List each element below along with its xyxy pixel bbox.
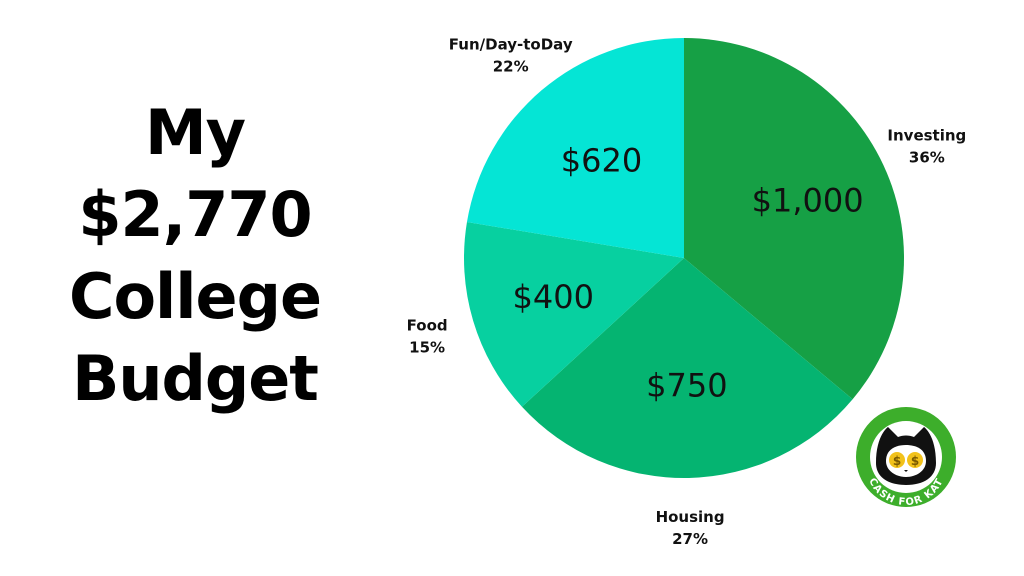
- pie-value-label: $750: [646, 367, 727, 405]
- cat-nose: [904, 470, 908, 472]
- pie-category-percent: 15%: [409, 338, 445, 356]
- coin-eye-right: [907, 452, 923, 468]
- pie-slices: [463, 38, 905, 478]
- title-line-3: College: [68, 260, 322, 333]
- coin-eye-right-symbol: $: [911, 454, 919, 468]
- pie-category-name: Fun/Day-toDay: [449, 36, 573, 54]
- cash-for-kat-logo: $ $ CASH FOR KAT: [856, 407, 956, 508]
- pie-value-label: $1,000: [752, 181, 864, 219]
- pie-slice-fun-day-today: [466, 38, 684, 258]
- title-line-2: $2,770: [78, 178, 312, 251]
- pie-outer-labels: Investing 36% Housing 27% Food 15% Fun/Day-toD…: [407, 36, 967, 548]
- pie-category-percent: 36%: [909, 149, 945, 167]
- pie-category-name: Housing: [656, 508, 725, 526]
- pie-category-label: Investing 36%: [887, 127, 966, 167]
- pie-category-percent: 27%: [672, 530, 708, 548]
- pie-category-label: Food 15%: [407, 316, 448, 356]
- title-line-1: My: [144, 96, 246, 169]
- title-line-4: Budget: [72, 342, 319, 415]
- pie-value-labels: $1,000 $750 $400 $620: [513, 142, 864, 405]
- pie-category-label: Fun/Day-toDay 22%: [449, 36, 573, 76]
- pie-value-label: $620: [561, 142, 642, 180]
- pie-category-name: Food: [407, 316, 448, 334]
- pie-slice-housing: [521, 258, 853, 478]
- coin-eye-left-symbol: $: [893, 454, 901, 468]
- pie-slice-investing: [684, 38, 905, 400]
- pie-value-label: $400: [513, 278, 594, 316]
- pie-category-name: Investing: [887, 127, 966, 145]
- pie-category-percent: 22%: [493, 58, 529, 76]
- pie-category-label: Housing 27%: [656, 508, 725, 548]
- pie-slice-food: [463, 221, 684, 407]
- coin-eye-left: [889, 452, 905, 468]
- chart-title: My $2,770 College Budget: [40, 92, 350, 420]
